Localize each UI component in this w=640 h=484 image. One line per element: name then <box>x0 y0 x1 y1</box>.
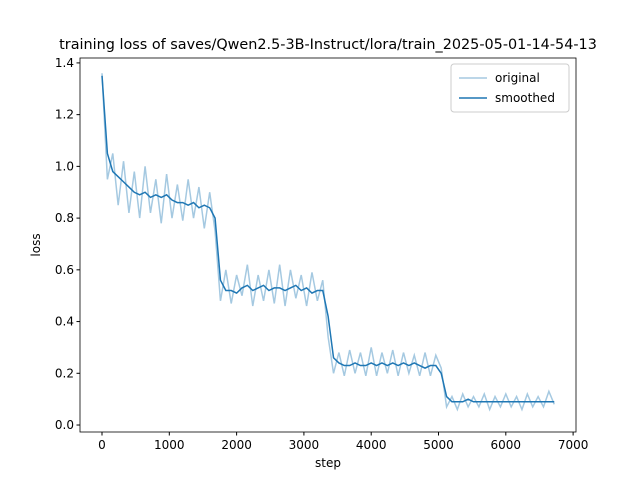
chart-title: training loss of saves/Qwen2.5-3B-Instru… <box>59 37 597 53</box>
x-tick-label: 5000 <box>423 438 454 452</box>
y-tick-label: 0.0 <box>55 418 74 432</box>
axes-frame <box>79 57 577 433</box>
y-tick-label: 1.4 <box>55 56 74 70</box>
y-tick-label: 1.0 <box>55 159 74 173</box>
y-tick-label: 0.4 <box>55 315 74 329</box>
y-tick-label: 0.2 <box>55 366 74 380</box>
legend-box <box>450 63 570 113</box>
y-axis-label: loss <box>29 233 43 256</box>
series-line <box>101 75 555 403</box>
x-axis-label: step <box>315 456 341 470</box>
x-tick-label: 0 <box>98 438 106 452</box>
legend-label: original <box>495 71 540 85</box>
x-tick-label: 1000 <box>154 438 185 452</box>
x-tick-label: 3000 <box>289 438 320 452</box>
x-tick-label: 7000 <box>558 438 589 452</box>
y-tick-label: 0.8 <box>55 211 74 225</box>
y-tick-label: 0.6 <box>55 263 74 277</box>
x-tick-label: 4000 <box>356 438 387 452</box>
x-tick-label: 6000 <box>491 438 522 452</box>
series-line <box>101 73 555 412</box>
legend-label: smoothed <box>495 91 555 105</box>
x-tick-label: 2000 <box>221 438 252 452</box>
y-tick-label: 1.2 <box>55 108 74 122</box>
